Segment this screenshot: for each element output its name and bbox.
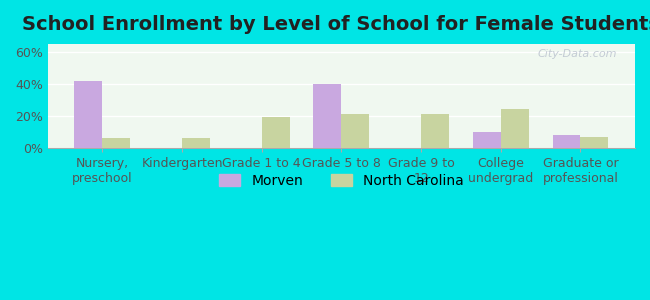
Bar xyxy=(500,110,528,148)
Title: School Enrollment by Level of School for Female Students: School Enrollment by Level of School for… xyxy=(23,15,650,34)
Bar xyxy=(473,132,501,148)
Bar xyxy=(262,117,289,148)
Bar xyxy=(552,135,580,148)
Bar xyxy=(580,136,608,148)
Legend: Morven, North Carolina: Morven, North Carolina xyxy=(213,167,471,195)
Bar xyxy=(182,138,210,148)
Bar xyxy=(421,114,449,148)
Bar xyxy=(313,84,341,148)
Bar xyxy=(341,114,369,148)
Bar xyxy=(102,138,130,148)
Text: City-Data.com: City-Data.com xyxy=(538,49,617,59)
Bar xyxy=(75,81,102,148)
